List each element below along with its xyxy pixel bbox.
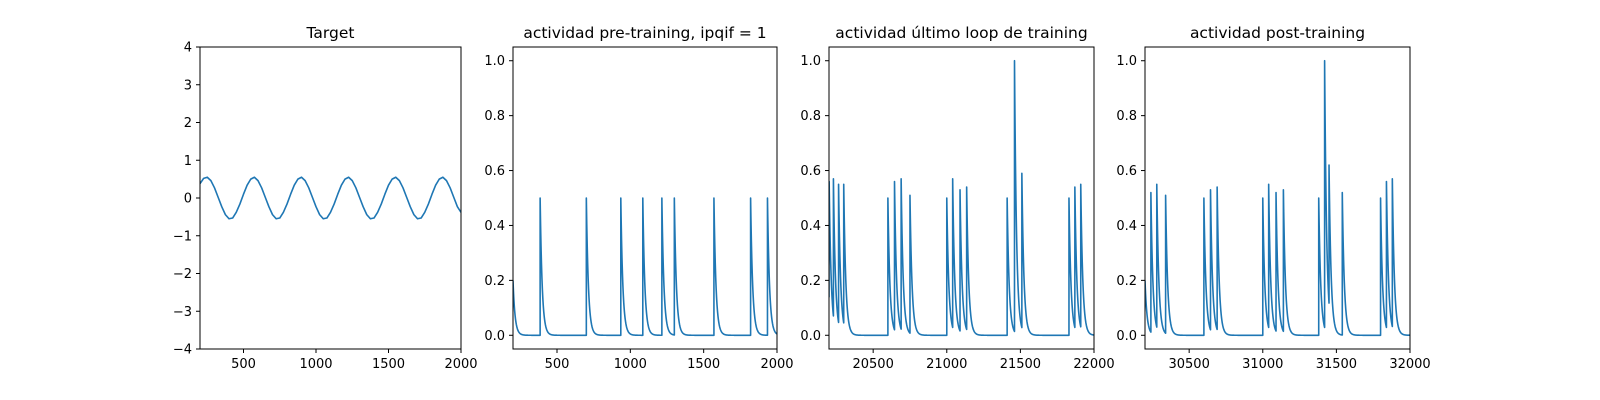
- y-tick-label: 0.6: [1116, 164, 1137, 179]
- y-tick-label: 1.0: [1116, 54, 1137, 69]
- x-tick-label: 30500: [1168, 357, 1209, 372]
- x-tick-label: 21500: [1000, 357, 1041, 372]
- y-tick-label: 0.0: [484, 329, 505, 344]
- y-tick-label: 0: [184, 192, 192, 207]
- x-tick-label: 32000: [1389, 357, 1430, 372]
- series-line-1-1: [200, 176, 461, 220]
- x-tick-label: 1000: [299, 357, 332, 372]
- y-tick-label: 0.8: [800, 109, 821, 124]
- x-tick-label: 20500: [852, 357, 893, 372]
- x-tick-label: 31000: [1242, 357, 1283, 372]
- y-tick-label: 0.2: [1116, 274, 1137, 289]
- x-tick-label: 2000: [444, 357, 477, 372]
- y-tick-label: 2: [184, 116, 192, 131]
- y-tick-label: 0.0: [1116, 329, 1137, 344]
- y-tick-label: 0.4: [1116, 219, 1137, 234]
- series-line-3-1: [829, 59, 1094, 337]
- x-tick-label: 500: [545, 357, 570, 372]
- y-tick-label: −3: [173, 305, 192, 320]
- y-tick-label: −2: [173, 267, 192, 282]
- x-tick-label: 1500: [372, 357, 405, 372]
- x-tick-label: 2000: [760, 357, 793, 372]
- chart-panel-2: 500 1000 1500 2000 0.0 0.2 0.4 0.6 0.8 1.0 activid…: [484, 24, 793, 372]
- y-tick-label: 1.0: [800, 54, 821, 69]
- y-tick-label: 0.0: [800, 329, 821, 344]
- chart-panel-3: 20500 21000 21500 22000 0.0 0.2 0.4 0.6 0.8 1.0 ac…: [800, 24, 1114, 372]
- y-tick-label: 4: [184, 41, 192, 56]
- y-tick-label: −1: [173, 229, 192, 244]
- chart-panel-1: 500 1000 1500 2000 −4 −3 −2 −1 0 1 2 3 4 Target: [173, 24, 478, 372]
- y-tick-label: 1.0: [484, 54, 505, 69]
- y-tick-label: 1: [184, 154, 192, 169]
- x-tick-label: 500: [231, 357, 256, 372]
- y-tick-label: 0.6: [484, 164, 505, 179]
- chart-title: actividad post-training: [1190, 24, 1365, 42]
- x-tick-label: 1500: [687, 357, 720, 372]
- chart-title: Target: [306, 24, 355, 42]
- axes-frame: [1144, 46, 1411, 350]
- y-tick-label: 0.4: [800, 219, 821, 234]
- x-tick-label: 31500: [1316, 357, 1357, 372]
- y-tick-label: 3: [184, 78, 192, 93]
- y-tick-label: 0.2: [800, 274, 821, 289]
- y-tick-label: 0.8: [484, 109, 505, 124]
- chart-title: actividad último loop de training: [835, 24, 1087, 42]
- axes-frame: [512, 46, 778, 350]
- chart-panel-4: 30500 31000 31500 32000 0.0 0.2 0.4 0.6 0.8 1.0 ac…: [1116, 24, 1430, 372]
- x-tick-label: 1000: [614, 357, 647, 372]
- chart-title: actividad pre-training, ipqif = 1: [523, 24, 766, 42]
- y-tick-label: −4: [173, 343, 192, 358]
- y-tick-label: 0.8: [1116, 109, 1137, 124]
- axes-frame: [828, 46, 1095, 350]
- x-tick-label: 22000: [1073, 357, 1114, 372]
- series-line-2-1: [513, 197, 777, 337]
- y-tick-label: 0.4: [484, 219, 505, 234]
- x-tick-label: 21000: [926, 357, 967, 372]
- series-line-4-1: [1145, 59, 1410, 337]
- y-tick-label: 0.2: [484, 274, 505, 289]
- y-tick-label: 0.6: [800, 164, 821, 179]
